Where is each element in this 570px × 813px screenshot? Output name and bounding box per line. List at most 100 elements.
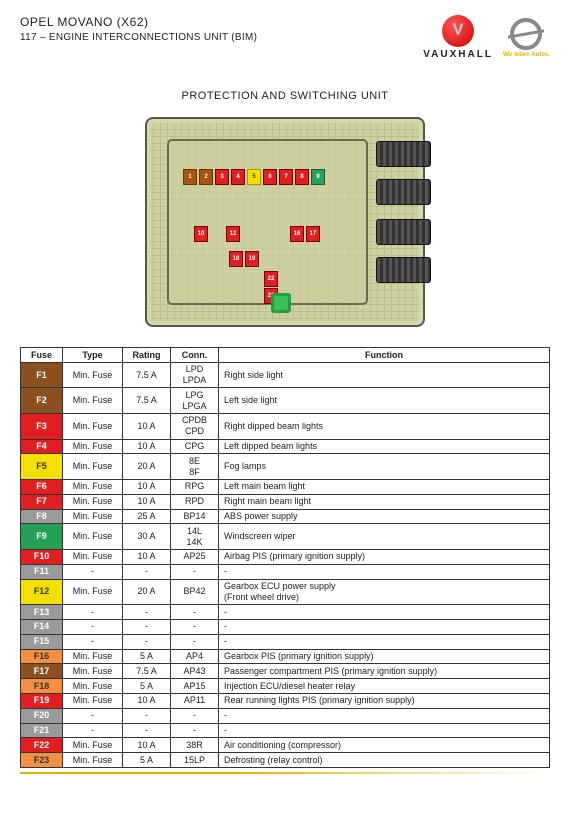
function-cell: Windscreen wiper xyxy=(219,524,550,550)
function-cell: Right main beam light xyxy=(219,494,550,509)
fuse-id-cell: F13 xyxy=(21,605,63,620)
diagram-connector xyxy=(376,141,431,167)
table-cell: 20 A xyxy=(123,454,171,480)
table-row: F18Min. Fuse5 AAP15Injection ECU/diesel … xyxy=(21,679,550,694)
table-row: F2Min. Fuse7.5 ALPGLPGALeft side light xyxy=(21,388,550,414)
fuse-id-cell: F2 xyxy=(21,388,63,414)
table-row: F3Min. Fuse10 ACPDBCPDRight dipped beam … xyxy=(21,413,550,439)
table-cell: Min. Fuse xyxy=(63,679,123,694)
diagram-fuse: 1 xyxy=(183,169,197,185)
table-cell: Min. Fuse xyxy=(63,413,123,439)
table-cell: Min. Fuse xyxy=(63,738,123,753)
opel-tagline: Wir leben Autos. xyxy=(503,52,550,58)
fuse-id-cell: F10 xyxy=(21,549,63,564)
fuse-id-cell: F9 xyxy=(21,524,63,550)
table-cell: AP4 xyxy=(171,649,219,664)
table-header-cell: Function xyxy=(219,348,550,363)
diagram-fuse: 17 xyxy=(306,226,320,242)
table-cell: Min. Fuse xyxy=(63,549,123,564)
diagram-fuse: 6 xyxy=(263,169,277,185)
table-cell: - xyxy=(123,605,171,620)
function-cell: ABS power supply xyxy=(219,509,550,524)
fuse-id-cell: F22 xyxy=(21,738,63,753)
function-cell: Left side light xyxy=(219,388,550,414)
diagram-connector xyxy=(376,257,431,283)
table-cell: 38R xyxy=(171,738,219,753)
vauxhall-logo: VAUXHALL xyxy=(423,15,493,60)
table-cell: 10 A xyxy=(123,693,171,708)
diagram-fuse: 16 xyxy=(290,226,304,242)
diagram-fuserow-3: 1819 xyxy=(229,251,259,267)
table-cell: 10 A xyxy=(123,413,171,439)
function-cell: - xyxy=(219,708,550,723)
table-cell: CPDBCPD xyxy=(171,413,219,439)
table-cell: - xyxy=(123,634,171,649)
diagram-fuse: 9 xyxy=(311,169,325,185)
vauxhall-label: VAUXHALL xyxy=(423,49,493,60)
table-row: F20---- xyxy=(21,708,550,723)
function-cell: Gearbox ECU power supply(Front wheel dri… xyxy=(219,579,550,605)
table-cell: 5 A xyxy=(123,679,171,694)
table-cell: - xyxy=(63,605,123,620)
table-body: F1Min. Fuse7.5 ALPDLPDARight side lightF… xyxy=(21,362,550,767)
table-row: F9Min. Fuse30 A14L14KWindscreen wiper xyxy=(21,524,550,550)
header-titles: OPEL MOVANO (X62) 117 – ENGINE INTERCONN… xyxy=(20,15,257,44)
table-cell: Min. Fuse xyxy=(63,753,123,768)
section-title: PROTECTION AND SWITCHING UNIT xyxy=(20,90,550,102)
table-cell: RPG xyxy=(171,479,219,494)
fuse-id-cell: F6 xyxy=(21,479,63,494)
fuse-id-cell: F20 xyxy=(21,708,63,723)
table-row: F5Min. Fuse20 A8E8FFog lamps xyxy=(21,454,550,480)
table-header-cell: Rating xyxy=(123,348,171,363)
table-cell: BP14 xyxy=(171,509,219,524)
table-row: F21---- xyxy=(21,723,550,738)
table-cell: - xyxy=(123,619,171,634)
table-row: F12Min. Fuse20 ABP42Gearbox ECU power su… xyxy=(21,579,550,605)
diagram-connector xyxy=(376,179,431,205)
fuse-id-cell: F3 xyxy=(21,413,63,439)
table-cell: LPDLPDA xyxy=(171,362,219,388)
table-cell: Min. Fuse xyxy=(63,649,123,664)
fuse-id-cell: F1 xyxy=(21,362,63,388)
page-header: OPEL MOVANO (X62) 117 – ENGINE INTERCONN… xyxy=(20,15,550,60)
vauxhall-icon xyxy=(442,15,474,47)
table-cell: - xyxy=(63,723,123,738)
table-cell: 10 A xyxy=(123,494,171,509)
fuse-id-cell: F14 xyxy=(21,619,63,634)
table-row: F15---- xyxy=(21,634,550,649)
table-row: F22Min. Fuse10 A38RAir conditioning (com… xyxy=(21,738,550,753)
function-cell: Passenger compartment PIS (primary ignit… xyxy=(219,664,550,679)
doc-title-line1: OPEL MOVANO (X62) xyxy=(20,15,257,31)
table-cell: - xyxy=(171,634,219,649)
function-cell: Right side light xyxy=(219,362,550,388)
table-row: F19Min. Fuse10 AAP11Rear running lights … xyxy=(21,693,550,708)
fuse-id-cell: F21 xyxy=(21,723,63,738)
table-cell: BP42 xyxy=(171,579,219,605)
table-cell: AP15 xyxy=(171,679,219,694)
table-cell: 10 A xyxy=(123,439,171,454)
diagram-fuse: 2 xyxy=(199,169,213,185)
fuse-id-cell: F8 xyxy=(21,509,63,524)
table-header-cell: Type xyxy=(63,348,123,363)
table-cell: - xyxy=(171,564,219,579)
table-cell: - xyxy=(123,708,171,723)
table-cell: Min. Fuse xyxy=(63,664,123,679)
table-cell: 10 A xyxy=(123,479,171,494)
table-cell: 10 A xyxy=(123,549,171,564)
table-row: F10Min. Fuse10 AAP25Airbag PIS (primary … xyxy=(21,549,550,564)
diagram-fuse: 12 xyxy=(226,226,240,242)
diagram-fuserow-1: 123456789 xyxy=(183,169,325,185)
fuse-id-cell: F4 xyxy=(21,439,63,454)
table-cell: - xyxy=(171,723,219,738)
table-cell: 7.5 A xyxy=(123,362,171,388)
diagram-fuse: 22 xyxy=(264,271,278,287)
table-row: F7Min. Fuse10 ARPDRight main beam light xyxy=(21,494,550,509)
table-row: F4Min. Fuse10 ACPGLeft dipped beam light… xyxy=(21,439,550,454)
table-cell: 5 A xyxy=(123,649,171,664)
fuse-id-cell: F23 xyxy=(21,753,63,768)
function-cell: - xyxy=(219,619,550,634)
table-cell: RPD xyxy=(171,494,219,509)
table-cell: - xyxy=(63,564,123,579)
table-row: F1Min. Fuse7.5 ALPDLPDARight side light xyxy=(21,362,550,388)
table-cell: 30 A xyxy=(123,524,171,550)
